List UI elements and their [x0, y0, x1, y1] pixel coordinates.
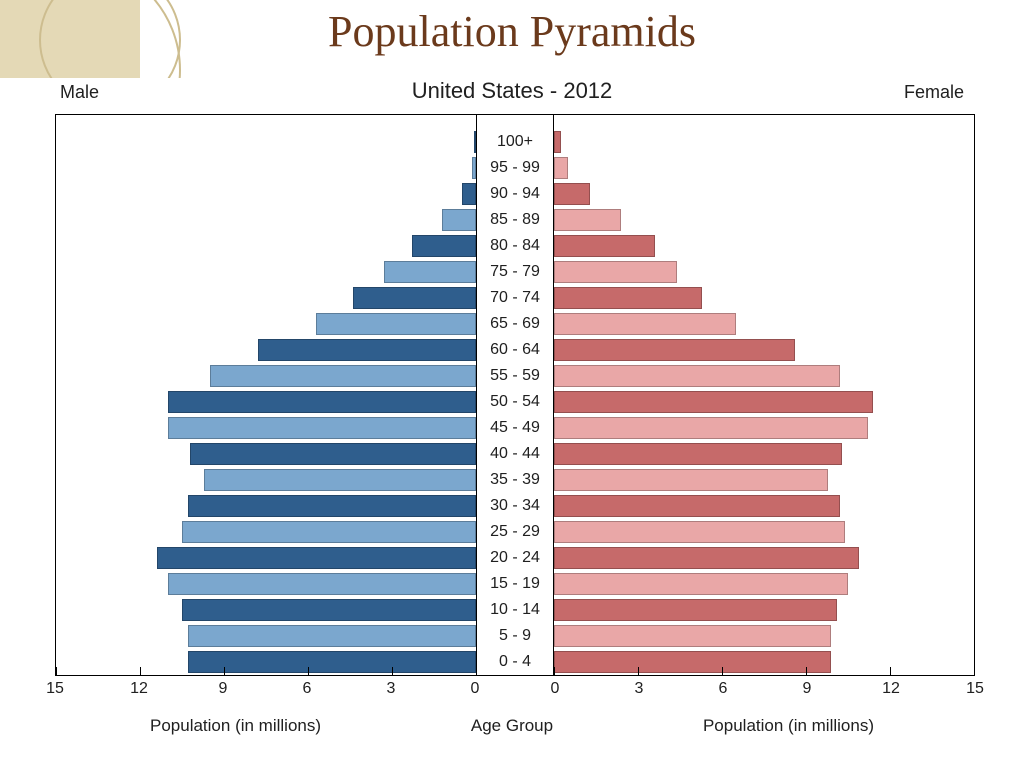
male-bar	[204, 469, 476, 491]
female-bar	[554, 157, 568, 179]
age-group-label: 20 - 24	[476, 547, 554, 569]
male-bar	[412, 235, 476, 257]
male-bar	[258, 339, 476, 361]
age-group-label: 10 - 14	[476, 599, 554, 621]
female-bar	[554, 651, 831, 673]
xaxis-tick-label: 15	[966, 680, 984, 698]
plot-frame: 100+ 95 - 99 90 - 94 85 - 89 80 - 84 75 - 79 7…	[55, 114, 975, 676]
age-group-label: 45 - 49	[476, 417, 554, 439]
female-bar	[554, 261, 677, 283]
female-bar	[554, 495, 840, 517]
age-group-label: 0 - 4	[476, 651, 554, 673]
male-panel	[56, 115, 477, 675]
female-bar	[554, 469, 828, 491]
age-group-label: 40 - 44	[476, 443, 554, 465]
age-group-label: 60 - 64	[476, 339, 554, 361]
slide-title: Population Pyramids	[0, 6, 1024, 57]
female-bar	[554, 521, 845, 543]
age-axis: 100+ 95 - 99 90 - 94 85 - 89 80 - 84 75 - 79 7…	[476, 115, 554, 675]
age-group-label: 5 - 9	[476, 625, 554, 647]
age-group-label: 25 - 29	[476, 521, 554, 543]
male-bar	[168, 573, 476, 595]
female-bar	[554, 183, 590, 205]
chart-area: United States - 2012 Male Female 100+95 …	[0, 78, 1024, 768]
xaxis-tick-label: 9	[803, 680, 812, 698]
xaxis-tick-label: 15	[46, 680, 64, 698]
female-bar	[554, 391, 873, 413]
male-bar	[384, 261, 476, 283]
female-bar	[554, 339, 795, 361]
male-bar	[188, 625, 476, 647]
male-bar	[210, 365, 476, 387]
male-header: Male	[60, 82, 99, 103]
female-header: Female	[904, 82, 964, 103]
xaxis-tick-label: 0	[471, 680, 480, 698]
xaxis-tick-label: 3	[635, 680, 644, 698]
age-group-label: 100+	[476, 131, 554, 153]
female-bar	[554, 313, 736, 335]
xaxis-tick-label: 3	[387, 680, 396, 698]
age-group-label: 80 - 84	[476, 235, 554, 257]
age-group-label: 55 - 59	[476, 365, 554, 387]
female-bar	[554, 131, 561, 153]
male-bar	[190, 443, 476, 465]
xaxis-tick-label: 9	[219, 680, 228, 698]
xaxis-tick-label: 12	[882, 680, 900, 698]
female-panel	[553, 115, 974, 675]
age-group-label: 50 - 54	[476, 391, 554, 413]
age-group-label: 75 - 79	[476, 261, 554, 283]
male-bar	[168, 417, 476, 439]
male-bar	[462, 183, 476, 205]
age-group-label: 15 - 19	[476, 573, 554, 595]
female-bar	[554, 365, 840, 387]
age-group-label: 35 - 39	[476, 469, 554, 491]
male-bar	[168, 391, 476, 413]
age-group-label: 70 - 74	[476, 287, 554, 309]
age-group-label: 65 - 69	[476, 313, 554, 335]
female-bar	[554, 547, 859, 569]
age-group-label: 90 - 94	[476, 183, 554, 205]
age-group-label: 85 - 89	[476, 209, 554, 231]
female-bar	[554, 443, 842, 465]
male-bar	[316, 313, 476, 335]
female-bar	[554, 209, 621, 231]
female-bar	[554, 417, 868, 439]
xaxis-tick-label: 6	[303, 680, 312, 698]
female-bar	[554, 287, 702, 309]
male-bar	[182, 599, 476, 621]
female-bar	[554, 235, 655, 257]
xaxis-label-right: Population (in millions)	[703, 716, 874, 736]
male-bar	[182, 521, 476, 543]
age-group-label: 95 - 99	[476, 157, 554, 179]
male-bar	[353, 287, 476, 309]
xaxis-tick-label: 6	[719, 680, 728, 698]
male-bar	[442, 209, 476, 231]
xaxis-tick-label: 0	[551, 680, 560, 698]
male-bar	[188, 651, 476, 673]
age-group-label: 30 - 34	[476, 495, 554, 517]
female-bar	[554, 573, 848, 595]
female-bar	[554, 599, 837, 621]
xaxis-tick-label: 12	[130, 680, 148, 698]
male-bar	[188, 495, 476, 517]
female-bar	[554, 625, 831, 647]
male-bar	[157, 547, 476, 569]
chart-title: United States - 2012	[0, 78, 1024, 104]
